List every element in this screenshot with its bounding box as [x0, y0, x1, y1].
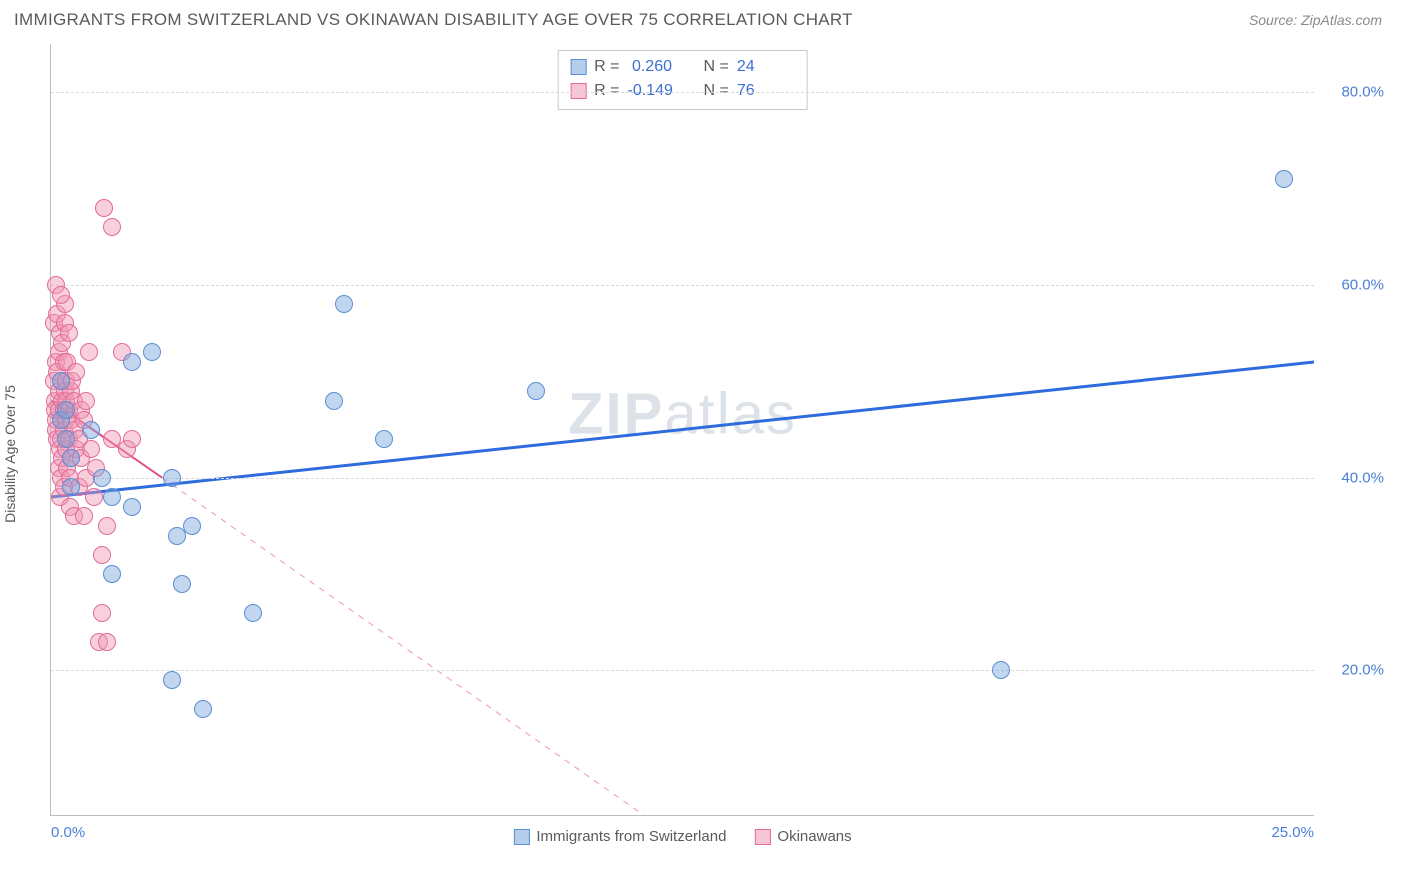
n-label: N =	[704, 55, 729, 79]
trend-lines	[51, 44, 1314, 815]
legend-label: Okinawans	[777, 828, 851, 845]
stats-row-pink: R = -0.149 N = 76	[570, 79, 795, 103]
source-attribution: Source: ZipAtlas.com	[1249, 12, 1382, 28]
gridline	[51, 670, 1314, 671]
scatter-marker	[163, 671, 181, 689]
gridline	[51, 478, 1314, 479]
n-value: 24	[737, 55, 795, 79]
trend-line-extrapolated	[162, 478, 657, 815]
scatter-marker	[62, 449, 80, 467]
r-label: R =	[594, 55, 619, 79]
scatter-marker	[82, 440, 100, 458]
scatter-marker	[52, 372, 70, 390]
x-tick-label: 0.0%	[51, 824, 85, 841]
n-label: N =	[704, 79, 729, 103]
watermark-zip: ZIP	[568, 382, 664, 447]
scatter-marker	[143, 343, 161, 361]
scatter-marker	[103, 488, 121, 506]
scatter-marker	[123, 498, 141, 516]
gridline	[51, 285, 1314, 286]
header: IMMIGRANTS FROM SWITZERLAND VS OKINAWAN …	[0, 0, 1406, 36]
source-name: ZipAtlas.com	[1301, 12, 1382, 28]
watermark: ZIPatlas	[568, 381, 797, 448]
scatter-marker	[103, 565, 121, 583]
scatter-marker	[57, 430, 75, 448]
watermark-atlas: atlas	[664, 382, 797, 447]
scatter-marker	[98, 517, 116, 535]
x-tick-label: 25.0%	[1271, 824, 1314, 841]
legend-item-blue: Immigrants from Switzerland	[513, 828, 726, 845]
scatter-marker	[80, 343, 98, 361]
scatter-marker	[123, 353, 141, 371]
y-tick-label: 80.0%	[1341, 84, 1384, 101]
scatter-marker	[93, 604, 111, 622]
scatter-marker	[1275, 170, 1293, 188]
scatter-marker	[527, 382, 545, 400]
scatter-marker	[992, 661, 1010, 679]
scatter-marker	[67, 363, 85, 381]
scatter-marker	[62, 478, 80, 496]
y-tick-label: 60.0%	[1341, 276, 1384, 293]
scatter-marker	[103, 218, 121, 236]
scatter-marker	[194, 700, 212, 718]
scatter-marker	[375, 430, 393, 448]
chart-title: IMMIGRANTS FROM SWITZERLAND VS OKINAWAN …	[14, 10, 853, 30]
stats-row-blue: R = 0.260 N = 24	[570, 55, 795, 79]
n-value: 76	[737, 79, 795, 103]
r-value: 0.260	[628, 55, 686, 79]
scatter-marker	[98, 633, 116, 651]
bottom-legend: Immigrants from Switzerland Okinawans	[513, 828, 851, 845]
y-axis-label: Disability Age Over 75	[2, 385, 18, 523]
scatter-marker	[75, 507, 93, 525]
scatter-marker	[325, 392, 343, 410]
scatter-marker	[77, 392, 95, 410]
scatter-marker	[82, 421, 100, 439]
plot-wrap: Disability Age Over 75 ZIPatlas R = 0.26…	[14, 44, 1392, 864]
plot-area: ZIPatlas R = 0.260 N = 24 R = -0.149 N =…	[50, 44, 1314, 816]
scatter-marker	[173, 575, 191, 593]
scatter-marker	[57, 401, 75, 419]
scatter-marker	[123, 430, 141, 448]
scatter-marker	[335, 295, 353, 313]
scatter-marker	[52, 286, 70, 304]
r-label: R =	[594, 79, 619, 103]
legend-item-pink: Okinawans	[754, 828, 851, 845]
stats-box: R = 0.260 N = 24 R = -0.149 N = 76	[557, 50, 808, 110]
legend-label: Immigrants from Switzerland	[536, 828, 726, 845]
scatter-marker	[85, 488, 103, 506]
scatter-marker	[95, 199, 113, 217]
square-icon	[570, 83, 586, 99]
square-icon	[570, 59, 586, 75]
scatter-marker	[60, 324, 78, 342]
scatter-marker	[93, 546, 111, 564]
scatter-marker	[183, 517, 201, 535]
gridline	[51, 92, 1314, 93]
scatter-marker	[163, 469, 181, 487]
square-icon	[513, 829, 529, 845]
y-tick-label: 20.0%	[1341, 662, 1384, 679]
square-icon	[754, 829, 770, 845]
scatter-marker	[93, 469, 111, 487]
source-prefix: Source:	[1249, 12, 1301, 28]
r-value: -0.149	[628, 79, 686, 103]
scatter-marker	[244, 604, 262, 622]
y-tick-label: 40.0%	[1341, 469, 1384, 486]
